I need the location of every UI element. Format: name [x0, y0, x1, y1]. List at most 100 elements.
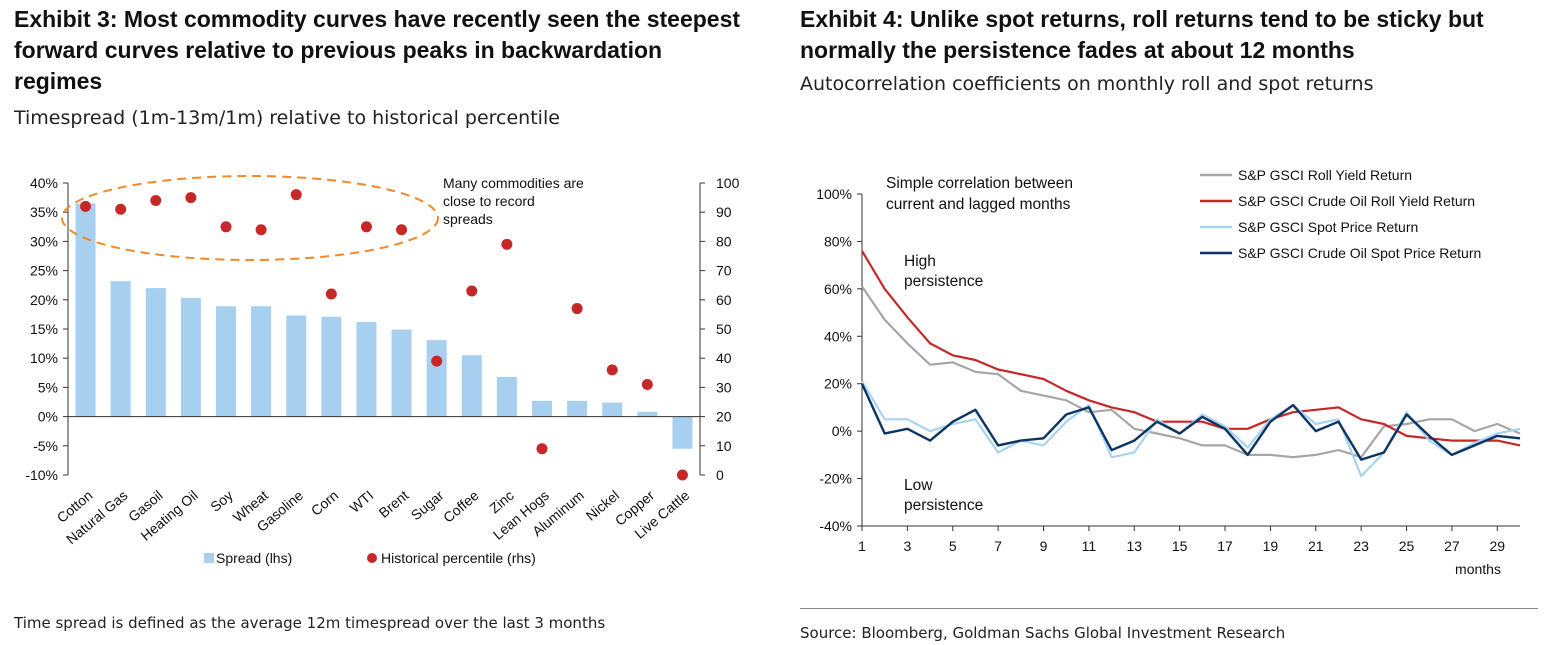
- spread-bar: [391, 329, 412, 417]
- y-axis-tick-label: 0%: [832, 423, 852, 439]
- right-axis-tick-label: 70: [716, 263, 732, 279]
- spread-bar: [216, 306, 236, 417]
- series-line: [861, 250, 1521, 447]
- y-axis-tick-label: 20%: [824, 376, 852, 392]
- x-axis-tick-label: 29: [1490, 538, 1506, 554]
- left-axis-tick-label: 35%: [30, 204, 58, 220]
- category-label: Sugar: [408, 487, 447, 523]
- correlation-note: Simple correlation between: [886, 175, 1073, 192]
- source-divider: [800, 608, 1538, 609]
- category-label: Brent: [376, 487, 412, 521]
- series-line: [860, 383, 1521, 461]
- right-axis-tick-label: 40: [716, 350, 732, 366]
- right-axis-tick-label: 10: [716, 438, 732, 454]
- exhibit-4-source: Source: Bloomberg, Goldman Sachs Global …: [800, 624, 1286, 642]
- series-line: [861, 285, 1521, 459]
- low-persistence-label: persistence: [904, 497, 983, 514]
- spread-bar: [286, 315, 307, 417]
- percentile-dot: [641, 378, 653, 390]
- exhibit-3-chart: 40%35%30%25%20%15%10%5%0%-5%-10%10090807…: [25, 175, 740, 566]
- right-axis-tick-label: 60: [716, 292, 732, 308]
- percentile-dot: [466, 285, 478, 297]
- left-axis-tick-label: 30%: [30, 233, 58, 249]
- left-axis-tick-label: 0%: [38, 409, 58, 425]
- percentile-dot: [396, 224, 408, 236]
- left-axis-tick-label: 25%: [30, 263, 58, 279]
- percentile-dot: [571, 303, 583, 315]
- percentile-dot: [360, 221, 372, 233]
- spread-bar: [75, 203, 96, 417]
- right-axis-tick-label: 50: [716, 321, 732, 337]
- percentile-dot: [290, 189, 302, 201]
- percentile-dot: [606, 364, 618, 376]
- legend-label: S&P GSCI Spot Price Return: [1238, 219, 1418, 235]
- x-axis-tick-label: 13: [1126, 538, 1142, 554]
- spread-bar: [426, 340, 447, 417]
- high-persistence-label: persistence: [904, 273, 983, 290]
- legend-label: S&P GSCI Roll Yield Return: [1238, 167, 1412, 183]
- left-axis-tick-label: 20%: [30, 292, 58, 308]
- left-axis-tick-label: -5%: [33, 438, 58, 454]
- spread-bar: [496, 376, 517, 417]
- high-persistence-label: High: [904, 253, 936, 270]
- spread-bar: [110, 281, 131, 417]
- exhibit-4-subtitle: Autocorrelation coefficients on monthly …: [800, 73, 1374, 95]
- spread-bar: [672, 416, 693, 449]
- y-axis-tick-label: 80%: [824, 233, 852, 249]
- record-spreads-annotation: Many commodities are: [443, 175, 584, 191]
- percentile-dot: [80, 200, 92, 212]
- x-axis-tick-label: 25: [1399, 538, 1415, 554]
- legend-dot-label: Historical percentile (rhs): [381, 550, 536, 566]
- left-axis-tick-label: 40%: [30, 175, 58, 191]
- x-axis-tick-label: 17: [1217, 538, 1233, 554]
- legend-bar-swatch: [204, 553, 214, 563]
- percentile-dot: [325, 288, 337, 300]
- x-axis-tick-label: 11: [1082, 538, 1097, 554]
- y-axis-tick-label: 60%: [824, 281, 852, 297]
- y-axis-tick-label: -40%: [819, 518, 852, 534]
- x-axis-tick-label: 1: [858, 538, 866, 554]
- legend-label: S&P GSCI Crude Oil Roll Yield Return: [1238, 193, 1475, 209]
- exhibit-3-footnote: Time spread is defined as the average 12…: [14, 614, 606, 632]
- percentile-dot: [501, 238, 513, 250]
- correlation-note: current and lagged months: [886, 196, 1071, 213]
- y-axis-tick-label: -20%: [819, 471, 852, 487]
- y-axis-tick-label: 100%: [816, 186, 852, 202]
- percentile-dot: [150, 195, 162, 207]
- category-label: WTI: [346, 487, 376, 516]
- low-persistence-label: Low: [904, 477, 933, 494]
- x-axis-tick-label: 9: [1040, 538, 1048, 554]
- record-spreads-annotation: close to record: [443, 193, 535, 209]
- exhibit-4-title: Exhibit 4: Unlike spot returns, roll ret…: [800, 6, 1484, 63]
- percentile-dot: [676, 469, 688, 481]
- x-axis-tick-label: 23: [1353, 538, 1369, 554]
- percentile-dot: [115, 203, 127, 215]
- right-axis-tick-label: 0: [716, 467, 724, 483]
- x-axis-tick-label: 15: [1172, 538, 1188, 554]
- x-axis-tick-label: 27: [1444, 538, 1460, 554]
- exhibit-3-panel: Exhibit 3: Most commodity curves have re…: [0, 0, 780, 645]
- category-label: Coffee: [440, 487, 482, 526]
- x-axis-tick-label: 5: [949, 538, 957, 554]
- right-axis-tick-label: 20: [716, 409, 732, 425]
- category-label: Corn: [308, 487, 342, 519]
- right-axis-tick-label: 80: [716, 233, 732, 249]
- percentile-dot: [185, 192, 197, 204]
- spread-bar: [145, 288, 166, 417]
- x-axis-tick-label: 19: [1263, 538, 1279, 554]
- spread-bar: [637, 411, 658, 417]
- spread-bar: [567, 400, 588, 417]
- y-axis-tick-label: 40%: [824, 328, 852, 344]
- right-axis-tick-label: 100: [716, 175, 740, 191]
- exhibit-4-chart: 100%80%60%40%20%0%-20%-40%1 3 5 7 9 11 13 15 17 1…: [816, 167, 1521, 577]
- left-axis-tick-label: 5%: [38, 379, 58, 395]
- x-axis-tick-label: 3: [903, 538, 911, 554]
- record-spreads-annotation: spreads: [443, 211, 493, 227]
- legend-bar-label: Spread (lhs): [216, 550, 292, 566]
- left-axis-tick-label: -10%: [25, 467, 58, 483]
- spread-bar: [321, 316, 342, 417]
- spread-bar: [461, 355, 482, 417]
- exhibit-3-title: Exhibit 3: Most commodity curves have re…: [14, 6, 741, 94]
- spread-bar: [602, 402, 623, 417]
- spread-bar: [180, 298, 201, 417]
